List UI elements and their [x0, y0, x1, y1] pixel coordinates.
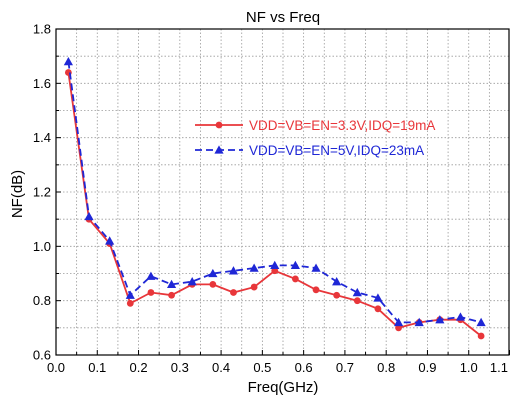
- x-tick-label: 0.1: [88, 360, 106, 375]
- x-tick-label: 0.0: [47, 360, 65, 375]
- data-point: [230, 289, 237, 296]
- y-tick-label: 0.8: [33, 293, 51, 308]
- x-tick-label: 1.0: [460, 360, 478, 375]
- axes: 0.0 0.1 0.2 0.3 0.4 0.5 0.6 0.7 0.8 0.9 1.0 1.1 0.6 0…: [33, 22, 510, 375]
- legend-entry-1: VDD=VB=EN=3.3V,IDQ=19mA: [195, 118, 435, 133]
- y-axis-title: NF(dB): [9, 170, 26, 218]
- y-tick-label: 1.6: [33, 76, 51, 91]
- data-point: [353, 297, 361, 305]
- x-tick-label: 1.1: [490, 360, 508, 375]
- data-point: [455, 312, 466, 321]
- x-axis-title: Freq(GHz): [248, 379, 319, 396]
- data-point: [147, 289, 155, 296]
- y-tick-label: 1.2: [33, 185, 51, 200]
- y-tick-label: 1.4: [33, 130, 51, 145]
- x-tick-label: 0.6: [295, 360, 313, 375]
- data-point: [209, 280, 217, 288]
- x-tick-label: 0.5: [253, 360, 271, 375]
- data-point: [228, 266, 239, 275]
- data-point: [332, 277, 342, 286]
- data-point: [352, 287, 362, 297]
- data-point: [125, 290, 135, 299]
- legend-label: VDD=VB=EN=5V,IDQ=23mA: [249, 143, 424, 158]
- grid: [56, 29, 510, 355]
- data-point: [168, 291, 175, 299]
- data-point: [312, 286, 320, 294]
- data-point: [476, 317, 486, 327]
- series-group: [63, 57, 486, 340]
- x-tick-label: 0.7: [336, 360, 354, 375]
- y-tick-label: 1.8: [33, 22, 51, 37]
- x-tick-label: 0.2: [130, 360, 148, 375]
- data-point: [271, 267, 279, 275]
- x-tick-label: 0.8: [377, 360, 395, 375]
- data-point: [84, 211, 94, 221]
- data-point: [187, 277, 197, 286]
- data-point: [63, 57, 73, 66]
- x-tick-label: 0.4: [212, 360, 230, 375]
- data-point: [270, 260, 280, 270]
- data-point: [146, 271, 156, 280]
- legend-marker: [214, 145, 224, 154]
- data-point: [477, 332, 485, 340]
- data-point: [290, 260, 300, 270]
- data-point: [393, 317, 404, 327]
- data-point: [291, 275, 299, 283]
- data-point: [249, 263, 259, 272]
- data-point: [208, 268, 218, 278]
- x-tick-label: 0.9: [418, 360, 436, 375]
- y-tick-label: 0.6: [33, 348, 51, 363]
- data-point: [414, 317, 424, 327]
- data-point: [395, 324, 402, 332]
- data-point: [250, 283, 258, 291]
- legend-marker: [215, 121, 223, 129]
- series-2: [63, 57, 486, 327]
- legend-label: VDD=VB=EN=3.3V,IDQ=19mA: [249, 118, 435, 133]
- x-tick-label: 0.3: [171, 360, 189, 375]
- data-point: [374, 305, 382, 313]
- chart-title: NF vs Freq: [246, 9, 320, 26]
- y-tick-label: 1.0: [33, 239, 51, 254]
- legend-entry-2: VDD=VB=EN=5V,IDQ=23mA: [195, 143, 424, 158]
- legend: VDD=VB=EN=3.3V,IDQ=19mA VDD=VB=EN=5V,IDQ=…: [195, 118, 435, 158]
- data-point: [333, 291, 341, 299]
- data-point: [373, 293, 383, 302]
- data-point: [105, 236, 115, 245]
- data-point: [126, 299, 134, 307]
- data-point: [435, 315, 445, 324]
- data-point: [311, 263, 321, 272]
- data-point: [166, 279, 177, 289]
